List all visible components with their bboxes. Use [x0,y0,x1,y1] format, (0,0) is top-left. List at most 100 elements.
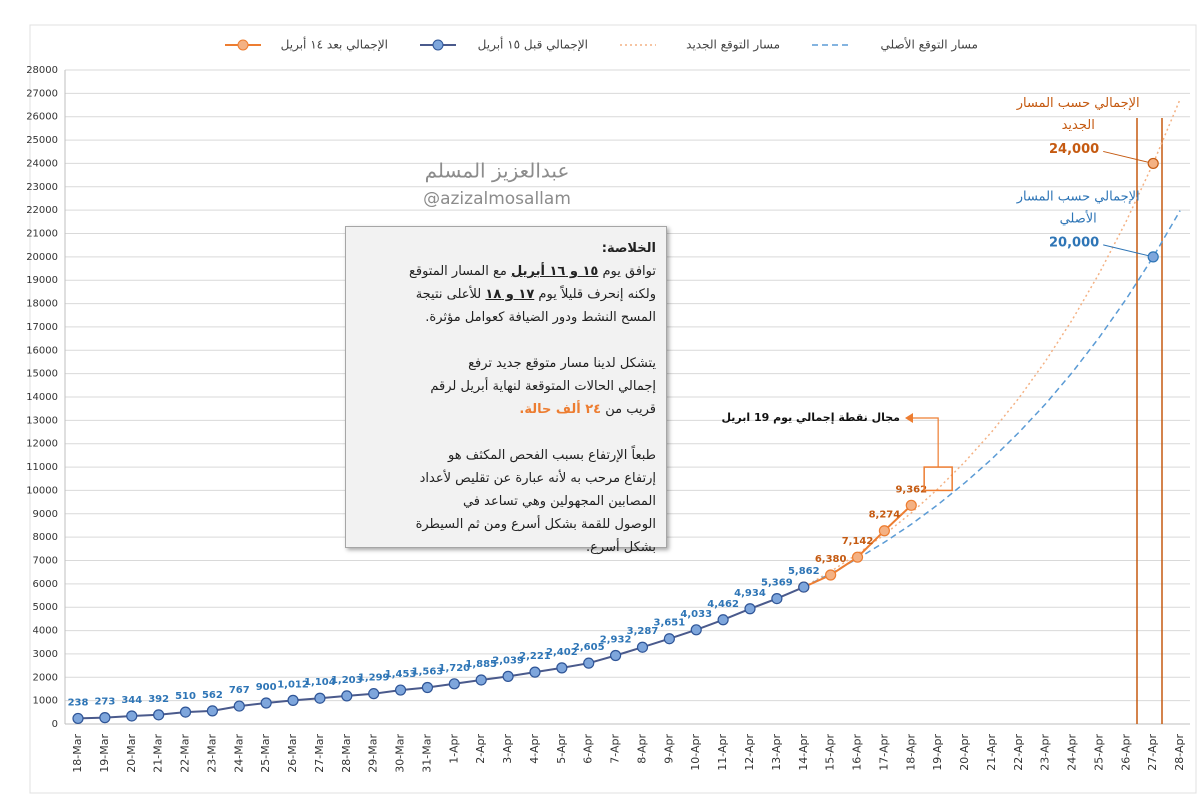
y-tick-label: 3000 [33,649,58,660]
point [851,551,864,563]
range-connector [912,417,939,468]
y-tick-label: 7000 [33,556,58,567]
data-label: 510 [175,691,196,702]
x-tick-label: 26-Apr [1119,734,1132,771]
x-tick-label: 1-Apr [447,734,460,764]
x-tick-label: 13-Apr [770,734,783,771]
point [206,705,218,717]
point [798,581,810,593]
summary-line: إرتفاع مرحب به لأنه عبارة عن تقليص لأعدا… [356,467,656,490]
summary-text: ٢٤ ألف حالة. [519,402,602,417]
point [556,662,568,674]
y-tick-label: 2000 [33,672,58,683]
point [448,678,460,690]
point [690,624,702,636]
summary-line: إجمالي الحالات المتوقعة لنهاية أبريل لرق… [356,375,656,398]
x-tick-label: 9-Apr [662,734,675,764]
chart-frame [29,24,1197,794]
y-tick-label: 23000 [26,182,58,193]
x-tick-label: 19-Apr [931,734,944,771]
highlight-point [1147,251,1159,263]
y-tick-label: 26000 [26,112,58,123]
data-label: 1,104 [304,677,336,688]
summary-paragraph: طبعاً الإرتفاع بسبب الفحص المكثف هو إرتفا… [356,444,656,559]
x-tick-label: 3-Apr [501,734,514,764]
y-tick-label: 22000 [26,205,58,216]
summary-text: ١٧ و ١٨ [485,287,535,302]
x-tick-label: 22-Apr [1012,734,1025,771]
x-tick-label: 25-Apr [1092,734,1105,771]
y-tick-label: 20000 [26,252,58,263]
x-tick-label: 17-Apr [877,734,890,771]
point [583,657,595,669]
point [153,709,165,721]
summary-line: ولكنه إنحرف قليلاً يوم ١٧ و ١٨ للأعلى نت… [356,283,656,306]
summary-text: مع المسار المتوقع [408,264,512,279]
series-line [803,98,1181,588]
x-tick-label: 29-Mar [367,734,380,773]
data-label: 344 [121,695,142,706]
point [636,641,649,653]
point [825,569,837,581]
watermark: @azizalmosallam [423,189,571,209]
data-label: 900 [256,682,277,693]
legend-marker [432,39,444,51]
x-tick-label: 31-Mar [420,734,433,773]
data-label: 7,142 [842,536,874,547]
summary-box: الخلاصة: توافق يوم ١٥ و ١٦ أبريل مع المسا… [345,226,667,555]
data-label: 2,932 [600,635,632,646]
summary-line: قريب من ٢٤ ألف حالة. [356,398,656,421]
summary-line: يتشكل لدينا مسار متوقع جديد ترفع [356,352,656,375]
point [394,684,407,696]
summary-line: توافق يوم ١٥ و ١٦ أبريل مع المسار المتوق… [356,260,656,283]
point [771,592,783,605]
x-tick-label: 25-Mar [259,734,272,773]
highlight-label: 20,000 [1049,235,1099,250]
point [609,649,622,662]
summary-text: إجمالي الحالات المتوقعة لنهاية أبريل لرق… [430,379,656,394]
point [529,666,541,678]
x-tick-label: 23-Apr [1039,734,1052,771]
y-tick-label: 0 [52,719,58,730]
x-tick-label: 5-Apr [555,734,568,764]
y-tick-label: 14000 [26,392,58,403]
x-tick-label: 18-Apr [904,734,917,771]
y-tick-label: 5000 [33,602,58,613]
data-label: 5,369 [761,578,793,589]
x-tick-label: 26-Mar [286,734,299,773]
y-tick-label: 17000 [26,322,58,333]
point [260,697,272,709]
x-tick-label: 28-Mar [340,734,353,773]
legend-marker [237,39,249,51]
x-tick-label: 4-Apr [528,734,541,764]
point [368,688,380,700]
x-tick-label: 27-Apr [1146,734,1159,771]
legend-label: الإجمالي قبل ١٥ أبريل [478,37,588,53]
x-tick-label: 24-Mar [232,734,245,773]
summary-text: يتشكل لدينا مسار متوقع جديد ترفع [468,356,656,371]
y-tick-label: 8000 [33,532,58,543]
highlight-point [1147,157,1159,170]
point [314,692,326,704]
x-tick-label: 10-Apr [689,734,702,771]
highlight-text: الإجمالي حسب المسار [1016,189,1140,204]
summary-text: توافق يوم [598,264,656,279]
x-tick-label: 2-Apr [474,734,487,764]
x-tick-label: 12-Apr [743,734,756,771]
y-tick-label: 4000 [33,626,58,637]
y-tick-label: 10000 [26,485,58,496]
summary-heading: الخلاصة: [601,241,656,256]
point [287,694,299,706]
summary-text: قريب من [601,402,656,417]
y-tick-label: 9000 [33,509,58,520]
y-tick-label: 12000 [26,439,58,450]
data-label: 8,274 [869,510,901,521]
point [502,670,514,682]
y-tick-label: 13000 [26,415,58,426]
data-label: 238 [68,697,89,708]
y-tick-label: 11000 [26,462,58,473]
y-tick-label: 19000 [26,275,58,286]
summary-text: للأعلى نتيجة [415,287,486,302]
series-line [77,586,805,720]
range-label: مجال نقطة إجمالي يوم 19 ابريل [721,411,900,424]
